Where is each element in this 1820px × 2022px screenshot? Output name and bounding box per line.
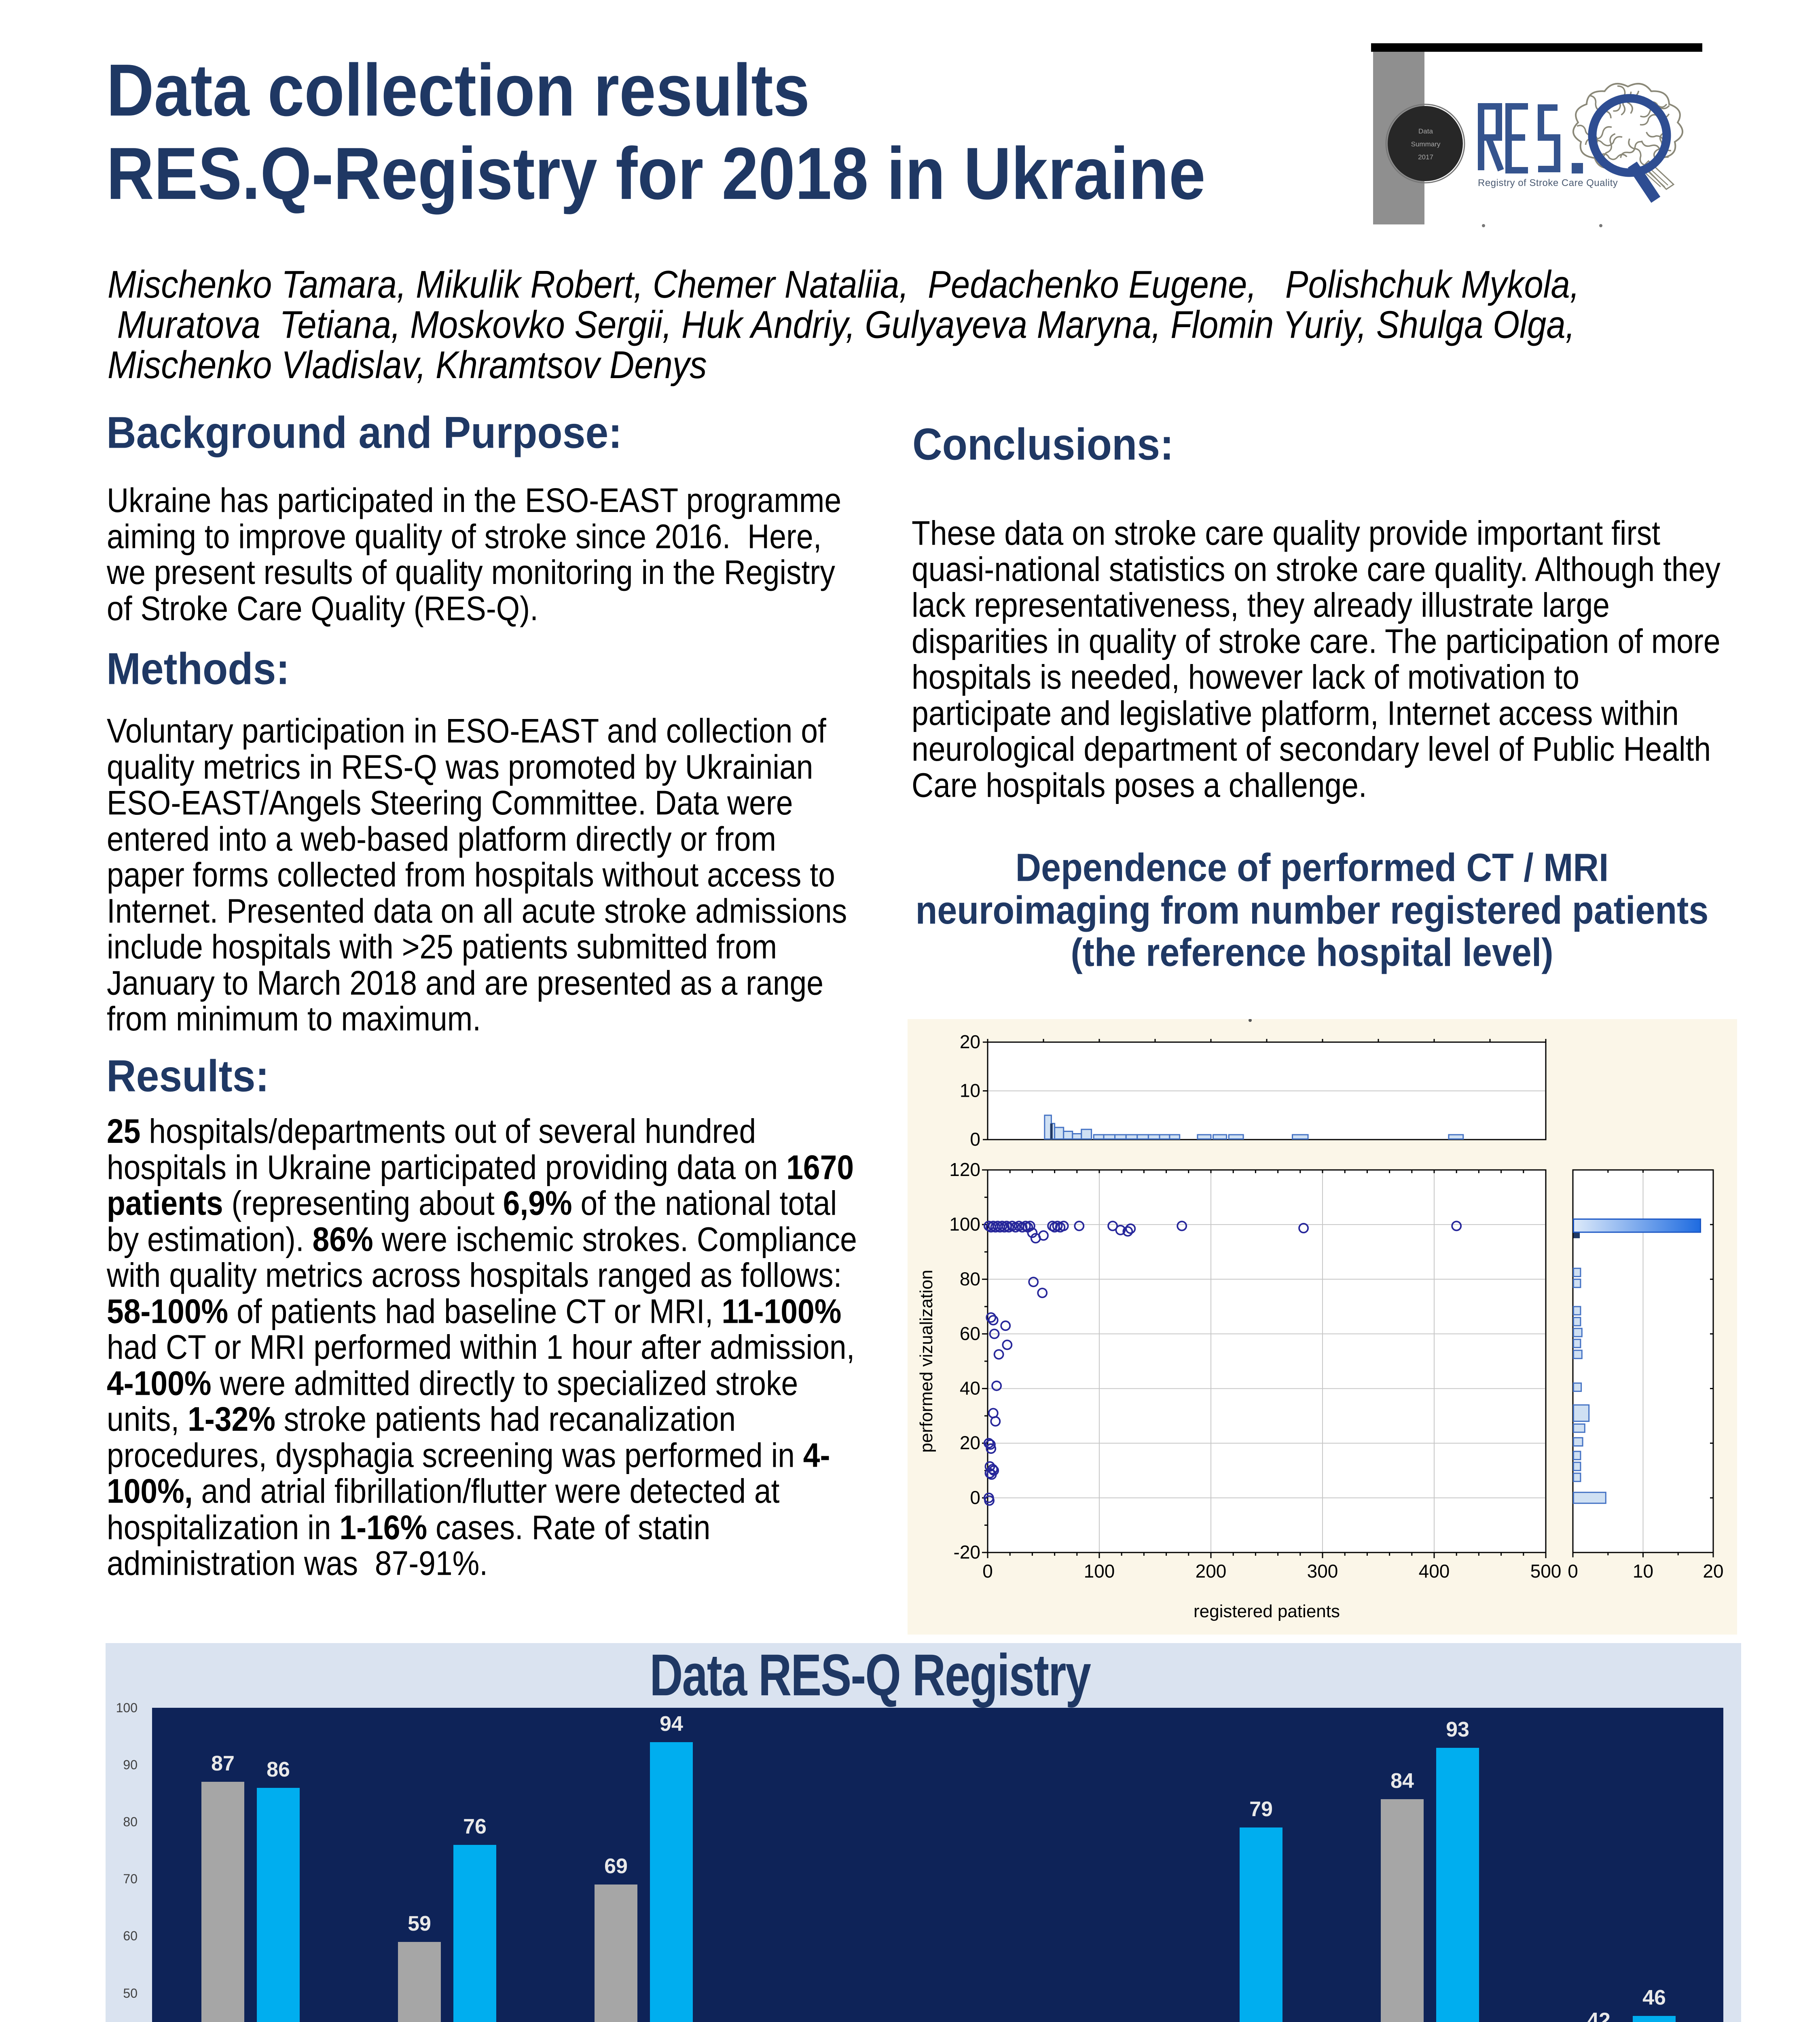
svg-text:40: 40 [960,1378,980,1399]
svg-text:120: 120 [949,1159,980,1180]
svg-text:60: 60 [960,1323,980,1344]
svg-text:-20: -20 [954,1542,980,1563]
svg-text:2017: 2017 [1418,153,1433,161]
svg-text:0: 0 [1568,1561,1578,1582]
svg-text:registered patients: registered patients [1194,1601,1340,1621]
svg-text:20: 20 [960,1432,980,1453]
svg-text:20: 20 [960,1031,980,1052]
svg-text:200: 200 [1196,1561,1227,1582]
svg-text:500: 500 [1530,1561,1562,1582]
svg-text:100: 100 [1084,1561,1115,1582]
svg-text:400: 400 [1419,1561,1450,1582]
svg-text:0: 0 [970,1487,980,1508]
svg-text:20: 20 [1703,1561,1723,1582]
svg-text:0: 0 [982,1561,993,1582]
svg-text:10: 10 [960,1080,980,1101]
svg-text:Summary: Summary [1411,140,1441,148]
svg-text:300: 300 [1307,1561,1338,1582]
svg-text:100: 100 [949,1214,980,1235]
svg-text:performed vizualization: performed vizualization [916,1270,936,1453]
svg-text:Registry of Stroke Care Qualit: Registry of Stroke Care Quality [1478,178,1618,188]
svg-text:10: 10 [1633,1561,1653,1582]
svg-text:Data: Data [1418,127,1433,135]
svg-text:0: 0 [970,1129,980,1150]
svg-text:80: 80 [960,1268,980,1289]
